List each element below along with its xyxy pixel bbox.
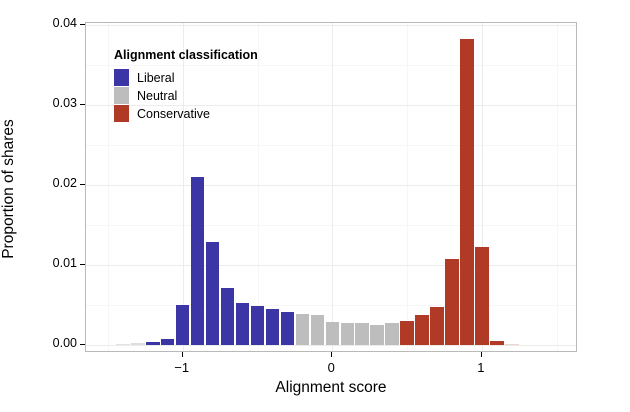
histogram-bar (250, 305, 265, 345)
y-minor-gridline (86, 304, 576, 306)
histogram-bar (205, 241, 220, 345)
histogram-bar (146, 341, 160, 345)
y-axis-tick (80, 263, 85, 265)
legend-label-conservative: Conservative (137, 106, 210, 121)
y-axis-tick (80, 103, 85, 105)
x-minor-gridline (407, 23, 409, 351)
histogram-bar (460, 38, 474, 345)
x-axis-tick (331, 352, 333, 357)
y-major-gridline (86, 264, 576, 266)
conservative-swatch-icon (114, 105, 129, 122)
x-minor-gridline (257, 23, 259, 351)
y-major-gridline (86, 104, 576, 106)
neutral-swatch-icon (114, 87, 129, 104)
histogram-bar (430, 306, 444, 345)
histogram-bar (175, 304, 190, 345)
histogram-bar (190, 176, 205, 345)
histogram-bar (400, 320, 414, 345)
y-tick-label: 0.01 (52, 255, 77, 270)
y-major-gridline (86, 184, 576, 186)
histogram-bar (505, 343, 519, 345)
histogram-bar (295, 313, 310, 345)
y-tick-label: 0.00 (52, 335, 77, 350)
x-minor-gridline (107, 23, 109, 351)
histogram-bar (116, 343, 130, 345)
histogram-bar (355, 322, 369, 345)
y-tick-label: 0.03 (52, 95, 77, 110)
y-axis-tick (80, 23, 85, 25)
histogram-bar (131, 342, 145, 345)
histogram-bar (415, 314, 429, 345)
x-tick-label: −1 (174, 360, 190, 375)
histogram-bar (490, 340, 504, 345)
x-major-gridline (182, 23, 184, 351)
y-tick-label: 0.02 (52, 175, 77, 190)
y-minor-gridline (86, 144, 576, 146)
legend-label-neutral: Neutral (137, 88, 178, 103)
x-minor-gridline (556, 23, 558, 351)
x-tick-label: 0 (327, 360, 335, 375)
x-major-gridline (332, 23, 334, 351)
histogram-bar (325, 321, 340, 345)
histogram-bar (445, 258, 459, 345)
legend: Alignment classification Liberal Neutral… (114, 48, 258, 123)
y-minor-gridline (86, 224, 576, 226)
legend-item-liberal: Liberal (114, 69, 258, 86)
histogram-bar (340, 322, 354, 345)
histogram-bar (370, 324, 384, 345)
x-axis-tick (480, 352, 482, 357)
y-minor-gridline (86, 64, 576, 66)
histogram-bar (160, 338, 175, 345)
legend-item-conservative: Conservative (114, 105, 258, 122)
plot-panel: Alignment classification Liberal Neutral… (85, 22, 577, 352)
y-axis-tick (80, 183, 85, 185)
y-major-gridline (86, 344, 576, 346)
histogram-bar (310, 314, 325, 345)
histogram-bar (475, 246, 489, 345)
histogram-bar (385, 322, 399, 345)
y-axis-tick (80, 343, 85, 345)
x-axis-title: Alignment score (275, 379, 387, 396)
legend-label-liberal: Liberal (137, 70, 175, 85)
x-axis-tick (181, 352, 183, 357)
y-major-gridline (86, 24, 576, 26)
y-tick-label: 0.04 (52, 15, 77, 30)
legend-title: Alignment classification (114, 48, 258, 62)
x-major-gridline (481, 23, 483, 351)
legend-item-neutral: Neutral (114, 87, 258, 104)
x-tick-label: 1 (477, 360, 485, 375)
histogram-bar (265, 308, 280, 345)
histogram-bar (220, 287, 235, 345)
histogram-bar (235, 302, 250, 345)
histogram-bar (280, 311, 295, 345)
liberal-swatch-icon (114, 69, 129, 86)
